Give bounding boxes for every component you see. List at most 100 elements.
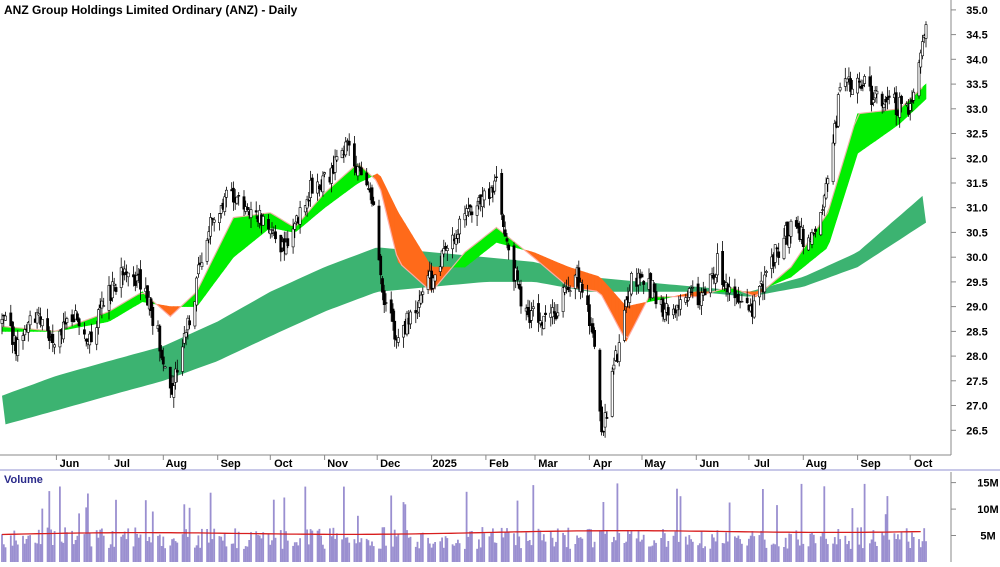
candle-body [603,412,607,428]
candle-body [826,178,830,185]
candle-body [652,283,656,292]
candle-body [494,176,498,178]
candle-body [898,97,902,118]
candle-body [686,300,689,302]
candle-body [591,323,595,334]
volume-bar [663,533,666,562]
short-band-segment [233,216,238,258]
volume-bar [414,546,417,562]
short-band-segment [857,112,862,154]
volume-bar [588,528,591,562]
volume-bar [777,546,780,562]
volume-bar [34,542,37,562]
volume-bar [495,542,498,562]
volume-bar [832,543,834,562]
candle-body [857,80,861,83]
x-tick-label: Sep [861,458,881,470]
short-band-segment [822,214,827,253]
candle-body [433,274,437,282]
candle-body [197,264,200,275]
volume-tick-label: 15M [977,478,998,490]
volume-bar [476,548,478,562]
candle-body [894,92,898,115]
candle-body [223,196,227,212]
price-tick-label: 31.0 [966,203,987,215]
x-tick-label: Feb [489,458,509,470]
volume-bar [507,531,510,562]
volume-bar [639,541,642,562]
volume-bar [393,529,396,562]
candle-body [624,299,628,307]
short-band-segment [590,273,595,292]
volume-bar [237,531,240,562]
candle-body [714,277,718,284]
volume-bar [721,543,724,562]
volume-bar [471,531,473,562]
volume-bar [199,547,201,562]
candle-body [900,95,903,104]
candle-body [796,222,800,229]
volume-bar [765,547,768,562]
candle-body [801,229,805,248]
candle-body [610,371,614,417]
short-band-segment [412,234,417,279]
candle-body [426,275,430,290]
candle-body [861,84,865,87]
candle-body [174,368,178,383]
volume-bar [439,541,442,562]
candle-body [556,312,560,317]
candle-body [188,320,192,326]
volume-bar [697,545,699,562]
candle-body [757,285,761,298]
candle-body [873,90,877,99]
candle-body [470,211,474,216]
price-tick-label: 27.5 [966,376,987,388]
volume-bar [690,539,692,562]
candle-body [587,304,591,327]
volume-bar [160,546,163,562]
volume-y-ticks: 5M 10M 15M [951,478,999,543]
volume-bar [762,489,764,562]
volume-bar [132,546,135,562]
candle-body [666,307,670,316]
volume-bar [826,544,829,562]
candle-body [372,201,376,205]
volume-bar [776,505,778,562]
candle-body [622,309,626,341]
price-tick-label: 28.5 [966,326,987,338]
candle-body [359,167,363,176]
volume-bar [772,543,775,562]
candle-body [97,309,100,328]
candle-body [28,315,32,326]
volume-bar [898,539,901,562]
candle-body [919,52,923,68]
candle-body [601,430,605,433]
candle-body [249,209,253,218]
volume-bar [83,534,86,562]
candle-body [195,277,199,306]
volume-bar [556,528,559,562]
candle-body [114,287,118,292]
volume-bar [427,537,429,562]
candle-body [37,313,41,316]
volume-bar [115,499,117,562]
volume-bar [372,546,375,562]
volume-bars [1,483,927,562]
candle-body [212,219,216,223]
volume-bar [418,548,421,562]
candle-body [691,286,695,289]
candle-body [310,177,314,194]
candle-body [775,247,779,250]
volume-bar [895,539,898,562]
volume-bar [334,538,336,562]
candle-body [365,172,369,186]
candle-body [417,299,421,308]
volume-bar [790,534,792,562]
candle-body [764,271,768,273]
candle-body [84,338,88,342]
candle-body [552,311,556,314]
candle-body [663,308,667,320]
candle-body [352,143,356,167]
candle-body [856,77,860,94]
volume-bar [420,533,422,562]
